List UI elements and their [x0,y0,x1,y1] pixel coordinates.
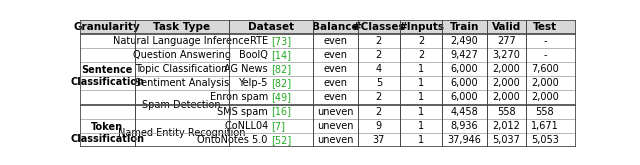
Text: #Classes: #Classes [353,22,405,32]
Text: OntoNotes 5.0: OntoNotes 5.0 [198,135,271,145]
Text: Task Type: Task Type [153,22,211,32]
Text: uneven: uneven [317,121,354,131]
Text: Test: Test [533,22,557,32]
Text: #Inputs: #Inputs [398,22,444,32]
Text: 2: 2 [376,50,382,60]
Text: [14]: [14] [271,50,291,60]
Text: even: even [323,78,348,88]
Text: 4,458: 4,458 [451,107,478,116]
Text: -: - [543,36,547,46]
Text: Granularity: Granularity [74,22,141,32]
Text: 9,427: 9,427 [451,50,478,60]
Text: Enron spam: Enron spam [209,92,271,102]
Text: 1: 1 [418,64,424,74]
Text: Yelp-5: Yelp-5 [239,78,271,88]
Text: 2,490: 2,490 [451,36,478,46]
Text: 2: 2 [376,107,382,116]
Text: BoolQ: BoolQ [239,50,271,60]
Text: 2,000: 2,000 [493,92,520,102]
Text: even: even [323,64,348,74]
Text: [82]: [82] [271,64,291,74]
Text: 1: 1 [418,121,424,131]
Text: 2: 2 [418,50,424,60]
Text: 2,000: 2,000 [531,92,559,102]
Text: Sentiment Analysis: Sentiment Analysis [134,78,228,88]
Text: 1: 1 [418,135,424,145]
Text: Question Answering: Question Answering [132,50,230,60]
Text: CoNLL04: CoNLL04 [225,121,271,131]
Text: [52]: [52] [271,135,291,145]
Text: [49]: [49] [271,92,291,102]
Text: 7,600: 7,600 [531,64,559,74]
Text: 8,936: 8,936 [451,121,478,131]
Text: SMS spam: SMS spam [217,107,271,116]
Text: 2: 2 [418,36,424,46]
Text: 2: 2 [376,92,382,102]
Text: Sentence
Classification: Sentence Classification [70,65,144,87]
Text: uneven: uneven [317,107,354,116]
Text: 1: 1 [418,92,424,102]
Text: 2,000: 2,000 [493,78,520,88]
Text: 1,671: 1,671 [531,121,559,131]
Text: Train: Train [450,22,479,32]
Text: [7]: [7] [271,121,285,131]
Text: 1: 1 [418,78,424,88]
Text: even: even [323,50,348,60]
Text: -: - [543,50,547,60]
Text: 558: 558 [497,107,516,116]
Text: Natural Language Inference: Natural Language Inference [113,36,250,46]
Text: 2,000: 2,000 [493,64,520,74]
Text: 37,946: 37,946 [447,135,481,145]
Text: 6,000: 6,000 [451,78,478,88]
Text: 1: 1 [418,107,424,116]
Text: 2,000: 2,000 [531,78,559,88]
Bar [80,20,576,34]
Text: [73]: [73] [271,36,291,46]
Text: 558: 558 [536,107,554,116]
Text: 5: 5 [376,78,382,88]
Text: uneven: uneven [317,135,354,145]
Text: [82]: [82] [271,78,291,88]
Text: 9: 9 [376,121,382,131]
Text: Valid: Valid [492,22,521,32]
Text: Token
Classification: Token Classification [70,122,144,144]
Text: 2: 2 [376,36,382,46]
Text: Spam Detection: Spam Detection [142,99,221,110]
Text: Named Entity Recognition: Named Entity Recognition [118,128,245,138]
Text: even: even [323,36,348,46]
Text: 6,000: 6,000 [451,64,478,74]
Text: Topic Classification: Topic Classification [136,64,228,74]
Text: Dataset: Dataset [248,22,294,32]
Text: 5,037: 5,037 [493,135,520,145]
Text: even: even [323,92,348,102]
Text: 4: 4 [376,64,382,74]
Text: Balance: Balance [312,22,359,32]
Text: 5,053: 5,053 [531,135,559,145]
Text: 6,000: 6,000 [451,92,478,102]
Text: [16]: [16] [271,107,291,116]
Text: RTE: RTE [250,36,271,46]
Text: AG News: AG News [224,64,271,74]
Text: 2,012: 2,012 [493,121,520,131]
Text: 37: 37 [372,135,385,145]
Text: 3,270: 3,270 [493,50,520,60]
Text: 277: 277 [497,36,516,46]
